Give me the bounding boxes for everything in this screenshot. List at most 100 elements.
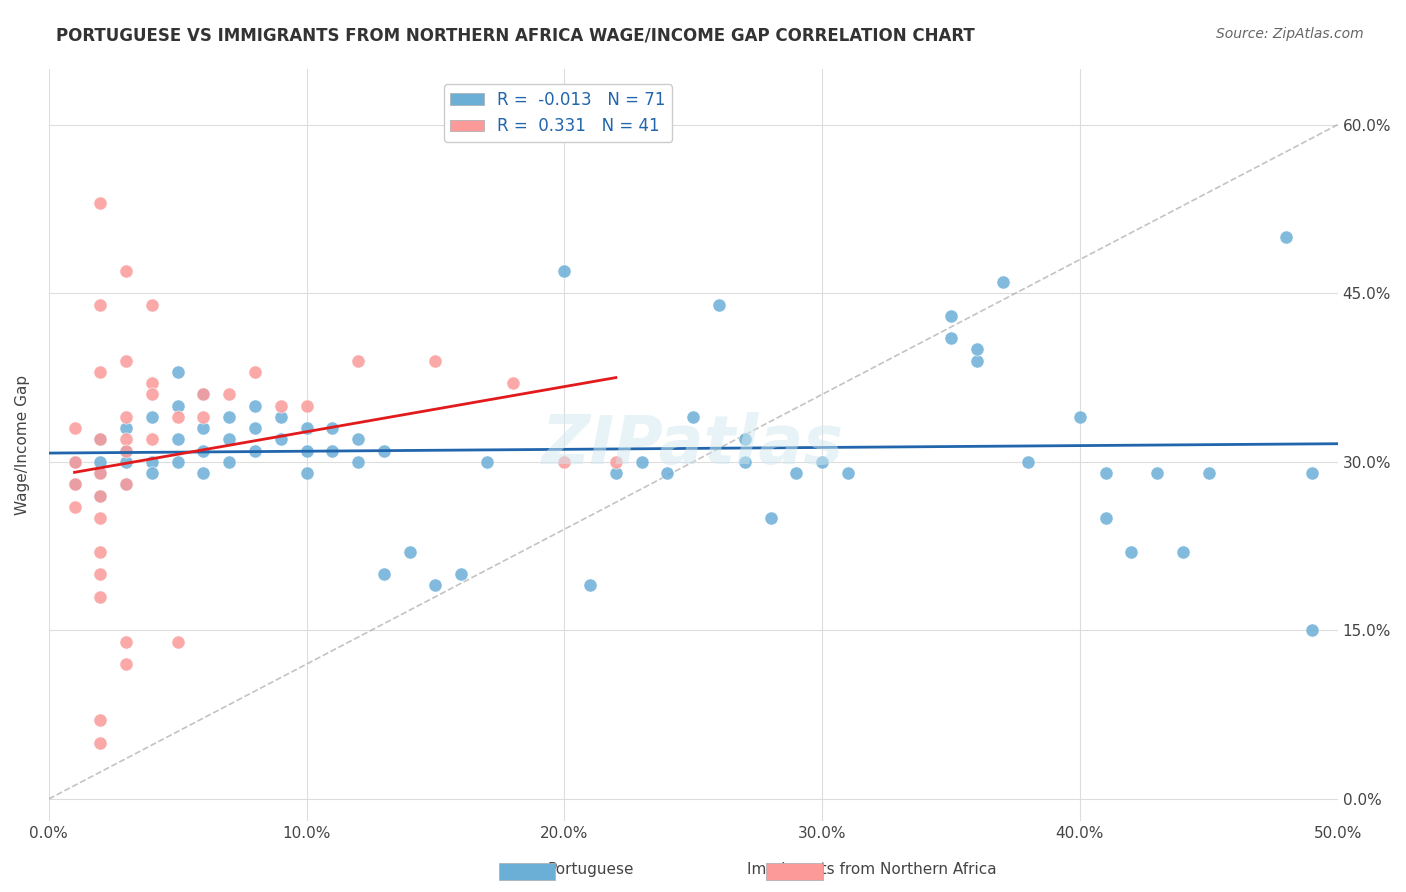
- Point: [425, 578, 447, 592]
- Point: [347, 353, 370, 368]
- Point: [63, 477, 86, 491]
- Point: [450, 567, 472, 582]
- Point: [270, 399, 292, 413]
- Point: [939, 331, 962, 345]
- Point: [141, 409, 163, 424]
- Point: [141, 433, 163, 447]
- Point: [89, 545, 111, 559]
- Point: [193, 466, 215, 480]
- Point: [1017, 455, 1039, 469]
- Point: [398, 545, 420, 559]
- Point: [89, 297, 111, 311]
- Point: [966, 343, 988, 357]
- Point: [243, 443, 266, 458]
- Point: [166, 634, 188, 648]
- Point: [295, 443, 318, 458]
- Point: [89, 433, 111, 447]
- Point: [939, 309, 962, 323]
- Point: [785, 466, 807, 480]
- Point: [115, 657, 138, 672]
- Point: [759, 511, 782, 525]
- Point: [141, 455, 163, 469]
- Point: [193, 421, 215, 435]
- Point: [218, 409, 240, 424]
- Point: [193, 443, 215, 458]
- Point: [193, 409, 215, 424]
- Point: [991, 275, 1014, 289]
- Point: [475, 455, 498, 469]
- Point: [141, 466, 163, 480]
- Text: ZIPatlas: ZIPatlas: [543, 412, 844, 478]
- Point: [63, 455, 86, 469]
- Point: [373, 567, 395, 582]
- Point: [811, 455, 834, 469]
- Point: [347, 455, 370, 469]
- Point: [295, 421, 318, 435]
- Point: [1094, 511, 1116, 525]
- Point: [89, 196, 111, 211]
- Point: [425, 353, 447, 368]
- Point: [166, 365, 188, 379]
- Text: Immigrants from Northern Africa: Immigrants from Northern Africa: [747, 863, 997, 877]
- Point: [89, 433, 111, 447]
- Point: [347, 433, 370, 447]
- Point: [193, 387, 215, 401]
- Point: [682, 409, 704, 424]
- Point: [89, 455, 111, 469]
- Point: [1301, 624, 1323, 638]
- Point: [321, 443, 343, 458]
- Point: [1146, 466, 1168, 480]
- Point: [243, 421, 266, 435]
- Text: PORTUGUESE VS IMMIGRANTS FROM NORTHERN AFRICA WAGE/INCOME GAP CORRELATION CHART: PORTUGUESE VS IMMIGRANTS FROM NORTHERN A…: [56, 27, 974, 45]
- Point: [166, 433, 188, 447]
- Y-axis label: Wage/Income Gap: Wage/Income Gap: [15, 375, 30, 515]
- Point: [630, 455, 652, 469]
- Point: [657, 466, 679, 480]
- Point: [141, 297, 163, 311]
- Text: Portuguese: Portuguese: [547, 863, 634, 877]
- Point: [115, 477, 138, 491]
- Point: [966, 353, 988, 368]
- Point: [734, 455, 756, 469]
- Point: [837, 466, 859, 480]
- Point: [115, 353, 138, 368]
- Point: [1069, 409, 1091, 424]
- Point: [89, 466, 111, 480]
- Point: [115, 455, 138, 469]
- Point: [218, 387, 240, 401]
- Point: [89, 489, 111, 503]
- Point: [115, 421, 138, 435]
- Point: [115, 477, 138, 491]
- Point: [605, 455, 627, 469]
- Point: [89, 489, 111, 503]
- Point: [115, 634, 138, 648]
- Point: [193, 387, 215, 401]
- Point: [63, 477, 86, 491]
- Point: [115, 443, 138, 458]
- Point: [373, 443, 395, 458]
- Point: [166, 399, 188, 413]
- Point: [734, 433, 756, 447]
- Point: [115, 264, 138, 278]
- Point: [321, 421, 343, 435]
- Point: [295, 399, 318, 413]
- Point: [141, 376, 163, 391]
- Point: [63, 455, 86, 469]
- Point: [218, 433, 240, 447]
- Point: [1171, 545, 1194, 559]
- Point: [553, 455, 575, 469]
- Point: [89, 736, 111, 750]
- Point: [89, 365, 111, 379]
- Point: [115, 409, 138, 424]
- Point: [270, 409, 292, 424]
- Point: [89, 466, 111, 480]
- Point: [502, 376, 524, 391]
- Point: [707, 297, 730, 311]
- Point: [63, 421, 86, 435]
- Point: [605, 466, 627, 480]
- Point: [243, 399, 266, 413]
- Point: [243, 365, 266, 379]
- Point: [89, 511, 111, 525]
- Point: [115, 433, 138, 447]
- Point: [1121, 545, 1143, 559]
